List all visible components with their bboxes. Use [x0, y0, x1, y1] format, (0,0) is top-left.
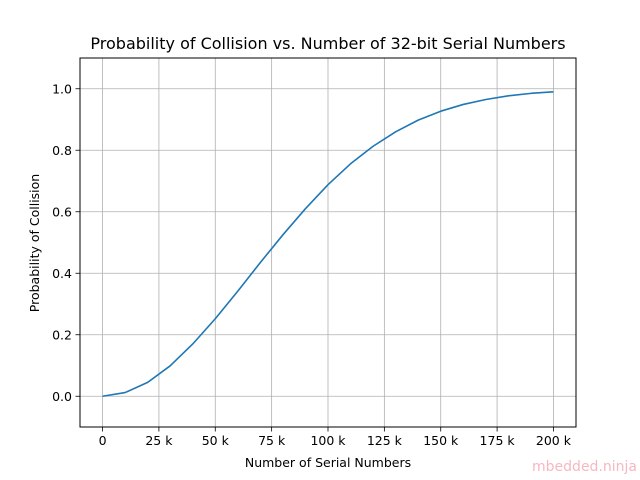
x-tick-label: 50 k — [202, 433, 230, 448]
x-tick-label: 75 k — [258, 433, 286, 448]
x-axis-ticks: 0 25 k 50 k 75 k 100 k 125 k 150 k 175 k 200 k — [99, 427, 572, 448]
y-tick-label: 0.8 — [52, 143, 72, 158]
x-tick-label: 175 k — [480, 433, 516, 448]
y-axis-ticks: 0.0 0.2 0.4 0.6 0.8 1.0 — [52, 81, 80, 404]
y-tick-label: 1.0 — [52, 81, 72, 96]
x-tick-label: 100 k — [310, 433, 346, 448]
x-tick-label: 150 k — [423, 433, 459, 448]
x-tick-label: 125 k — [367, 433, 403, 448]
x-axis-label: Number of Serial Numbers — [245, 455, 411, 470]
watermark: mbedded.ninja — [532, 459, 637, 475]
x-tick-label: 0 — [99, 433, 107, 448]
y-axis-label: Probability of Collision — [27, 174, 42, 312]
series-line — [102, 91, 554, 398]
chart-title: Probability of Collision vs. Number of 3… — [90, 34, 565, 53]
y-tick-label: 0.6 — [52, 204, 72, 219]
y-tick-label: 0.4 — [52, 266, 72, 281]
x-tick-label: 25 k — [145, 433, 173, 448]
series-group — [102, 91, 554, 398]
grid-lines — [80, 58, 576, 427]
y-tick-label: 0.0 — [52, 389, 72, 404]
x-tick-label: 200 k — [536, 433, 572, 448]
y-tick-label: 0.2 — [52, 327, 72, 342]
